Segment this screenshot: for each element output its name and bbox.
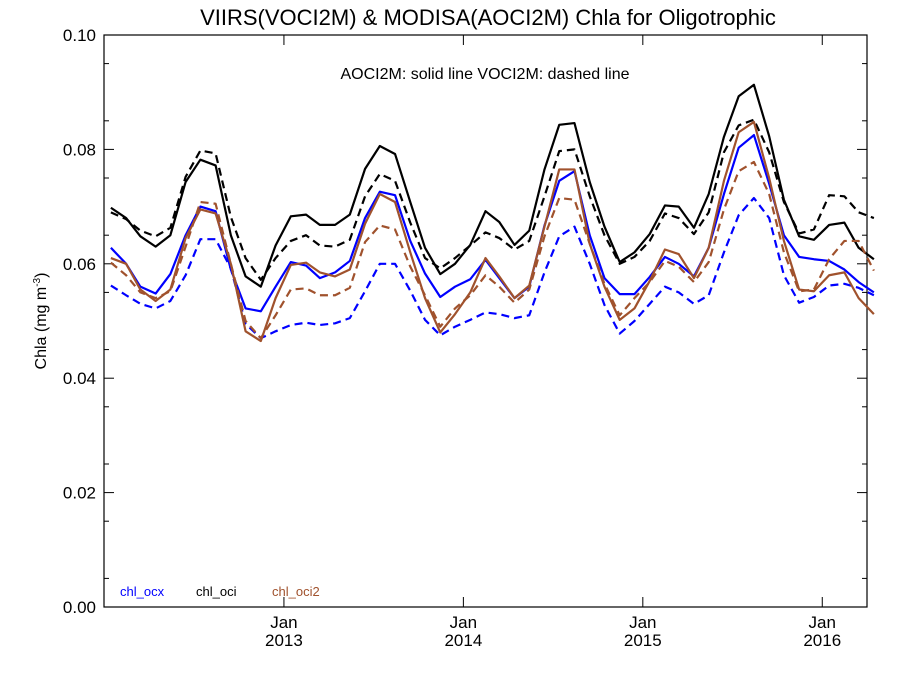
legend-item-chl_ocx: chl_ocx bbox=[120, 584, 165, 599]
y-tick-label: 0.02 bbox=[63, 484, 96, 503]
legend-item-chl_oci: chl_oci bbox=[196, 584, 237, 599]
y-axis-label-superscript: -3 bbox=[32, 277, 43, 286]
x-tick-label-year: 2015 bbox=[624, 631, 662, 650]
chart-title: VIIRS(VOCI2M) & MODISA(AOCI2M) Chla for … bbox=[200, 5, 776, 30]
series-chl_oci2-aoci2m bbox=[110, 120, 875, 343]
series-chl_ocx-aoci2m bbox=[110, 134, 875, 313]
legend: chl_ocx chl_oci chl_oci2 bbox=[120, 584, 320, 599]
line-style-annotation: AOCI2M: solid line VOCI2M: dashed line bbox=[340, 66, 629, 83]
y-axis-label: Chla (mg m-3) bbox=[32, 273, 50, 370]
x-tick-label-year: 2013 bbox=[265, 631, 303, 650]
series-chl_oci-voci2m bbox=[110, 118, 875, 281]
plot-frame bbox=[103, 34, 868, 608]
legend-item-chl_oci2: chl_oci2 bbox=[272, 584, 320, 599]
x-tick-label-month: Jan bbox=[450, 613, 477, 632]
y-tick-label: 0.08 bbox=[63, 140, 96, 159]
axes: 0.000.020.040.060.080.10Jan2013Jan2014Ja… bbox=[63, 26, 867, 650]
x-tick-label-month: Jan bbox=[270, 613, 297, 632]
y-tick-label: 0.10 bbox=[63, 26, 96, 45]
series-chl_oci2-voci2m bbox=[110, 160, 875, 340]
y-tick-label: 0.00 bbox=[63, 598, 96, 617]
x-tick-label-year: 2016 bbox=[803, 631, 841, 650]
x-tick-label-month: Jan bbox=[809, 613, 836, 632]
y-axis-label-close: ) bbox=[33, 273, 50, 278]
y-tick-label: 0.04 bbox=[63, 369, 96, 388]
y-axis-label-text: Chla (mg m bbox=[33, 287, 50, 370]
y-tick-label: 0.06 bbox=[63, 255, 96, 274]
series-layer bbox=[110, 83, 875, 343]
x-tick-label-year: 2014 bbox=[444, 631, 482, 650]
series-chl_oci-aoci2m bbox=[110, 83, 875, 288]
x-tick-label-month: Jan bbox=[629, 613, 656, 632]
